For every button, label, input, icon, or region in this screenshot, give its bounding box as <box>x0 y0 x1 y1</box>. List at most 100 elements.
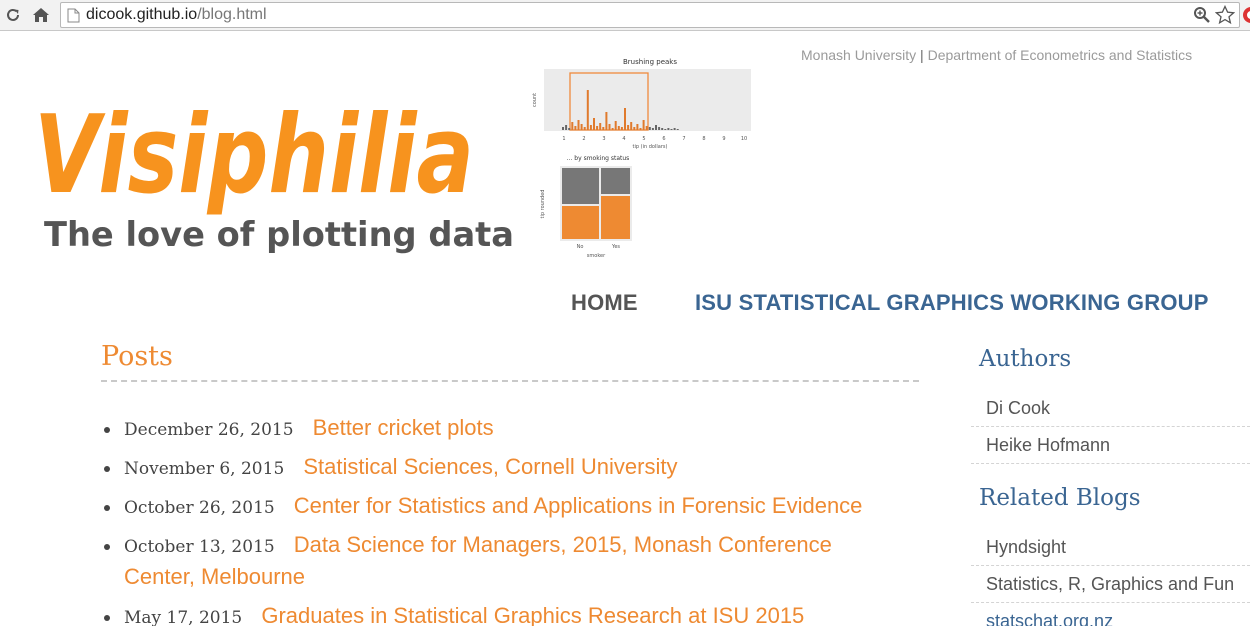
nav-isu-link[interactable]: ISU STATISTICAL GRAPHICS WORKING GROUP <box>695 290 1209 315</box>
post-link[interactable]: Graduates in Statistical Graphics Resear… <box>261 603 805 626</box>
thumb-bar <box>589 125 592 130</box>
post-date: May 17, 2015 <box>124 608 243 626</box>
post-link[interactable]: Data Science for Managers, 2015, Monash … <box>124 532 832 589</box>
related-blogs-heading: Related Blogs <box>979 485 1141 511</box>
thumb-bar <box>593 118 595 130</box>
thumb-bar <box>571 122 574 130</box>
thumb-bottom-ylabel: tip rounded <box>540 190 546 219</box>
thumb-bar <box>562 127 564 130</box>
url-path: /blog.html <box>197 6 267 23</box>
thumb-bottom-xlabel: smoker <box>587 253 606 259</box>
thumb-bar <box>565 125 568 130</box>
thumb-mosaic-yes-bottom <box>601 196 630 239</box>
thumb-bar <box>648 127 651 130</box>
thumb-tick-label: 10 <box>741 136 747 142</box>
thumb-bar <box>676 129 679 130</box>
thumb-tick-label: 7 <box>682 136 685 142</box>
sidebar-author-link[interactable]: Heike Hofmann <box>971 427 1250 464</box>
thumb-bar <box>673 128 676 130</box>
thumb-bar <box>599 123 602 130</box>
post-item: October 13, 2015 Data Science for Manage… <box>104 530 894 594</box>
sidebar-related-link[interactable]: Statistics, R, Graphics and Fun <box>971 566 1250 603</box>
nav-home-link[interactable]: HOME <box>571 290 638 315</box>
sidebar-related-link[interactable]: Hyndsight <box>971 529 1250 566</box>
affiliation-department-link[interactable]: Department of Econometrics and Statistic… <box>927 47 1193 63</box>
thumb-tick-label: 9 <box>722 136 725 142</box>
post-date: December 26, 2015 <box>124 420 294 440</box>
post-link[interactable]: Better cricket plots <box>312 415 494 440</box>
post-link[interactable]: Center for Statistics and Applications i… <box>293 493 863 518</box>
thumb-bar <box>580 124 583 130</box>
thumb-bottom-tick-yes: Yes <box>611 244 620 250</box>
post-date: October 13, 2015 <box>124 537 275 557</box>
post-item: December 26, 2015 Better cricket plots <box>104 413 894 445</box>
thumb-bar <box>661 128 664 130</box>
thumb-bar <box>655 125 657 130</box>
thumb-top-xlabel: tip (in dollars) <box>633 144 668 150</box>
thumb-bar <box>605 112 608 130</box>
thumb-bar <box>617 126 620 130</box>
thumb-bar <box>583 127 586 130</box>
post-item: May 17, 2015 Graduates in Statistical Gr… <box>104 601 894 626</box>
thumb-bar <box>624 108 626 130</box>
thumb-tick-label: 1 <box>562 136 565 142</box>
authors-heading: Authors <box>979 346 1072 372</box>
zoom-icon[interactable] <box>1193 6 1211 24</box>
posts-heading: Posts <box>101 341 173 372</box>
address-bar[interactable]: dicook.github.io/blog.html <box>60 2 1240 28</box>
thumb-bar <box>596 126 599 130</box>
posts-divider <box>101 380 919 382</box>
post-list: December 26, 2015 Better cricket plots N… <box>104 413 894 626</box>
thumb-bar <box>664 129 667 130</box>
thumb-tick-label: 5 <box>642 136 645 142</box>
home-icon[interactable] <box>30 3 52 27</box>
browser-toolbar: dicook.github.io/blog.html <box>0 0 1250 31</box>
page-icon <box>67 8 80 22</box>
thumb-bar <box>642 120 645 130</box>
thumb-tick-label: 2 <box>582 136 585 142</box>
thumb-bar <box>658 127 661 130</box>
thumb-tick-label: 3 <box>602 136 605 142</box>
thumb-bar <box>633 127 636 130</box>
post-link[interactable]: Statistical Sciences, Cornell University <box>303 454 678 479</box>
post-date: November 6, 2015 <box>124 459 285 479</box>
thumb-bar <box>667 128 670 130</box>
site-logo[interactable]: Visiphilia The love of plotting data <box>30 52 520 272</box>
logo-title: Visiphilia <box>34 93 474 218</box>
thumb-mosaic-no-bottom <box>562 206 599 239</box>
thumb-bottom-title: ... by smoking status <box>567 155 630 162</box>
thumb-bar <box>586 90 589 130</box>
thumb-bar <box>645 126 648 130</box>
sidebar-related-link[interactable]: statschat.org.nz <box>971 603 1250 626</box>
thumb-bottom-tick-no: No <box>577 244 584 250</box>
thumb-bar <box>611 128 614 130</box>
affiliation-university-link[interactable]: Monash University <box>801 47 917 63</box>
url-host: dicook.github.io <box>86 6 198 23</box>
thumb-bar <box>568 128 571 130</box>
post-item: November 6, 2015 Statistical Sciences, C… <box>104 452 894 484</box>
url-text: dicook.github.io/blog.html <box>86 6 267 24</box>
thumb-top-title: Brushing peaks <box>623 58 677 66</box>
thumb-tick-label: 4 <box>622 136 625 142</box>
thumb-bar <box>651 128 654 130</box>
bookmark-star-icon[interactable] <box>1215 5 1235 25</box>
thumb-tick-label: 8 <box>702 136 705 142</box>
logo-subtitle: The love of plotting data <box>44 215 514 255</box>
affiliation-separator: | <box>920 47 924 63</box>
thumb-bar <box>574 126 577 130</box>
thumb-bar <box>608 124 611 130</box>
post-date: October 26, 2015 <box>124 498 275 518</box>
thumb-bar <box>614 121 617 130</box>
reload-icon[interactable] <box>2 3 24 27</box>
thumb-top-ylabel: count <box>532 93 538 107</box>
extension-icon[interactable] <box>1240 6 1250 24</box>
sidebar-author-link[interactable]: Di Cook <box>971 390 1250 427</box>
thumb-bar <box>627 125 630 130</box>
thumb-mosaic-no-top <box>562 168 599 204</box>
thumb-bar <box>620 127 623 130</box>
thumb-top-bars <box>562 90 679 130</box>
url-actions <box>1193 5 1235 25</box>
header-thumbnail-plot: Brushing peaks 1 2 3 4 5 6 7 8 9 10 tip (in dolla… <box>532 58 751 259</box>
thumb-tick-label: 6 <box>662 136 665 142</box>
thumb-bar <box>639 128 642 130</box>
